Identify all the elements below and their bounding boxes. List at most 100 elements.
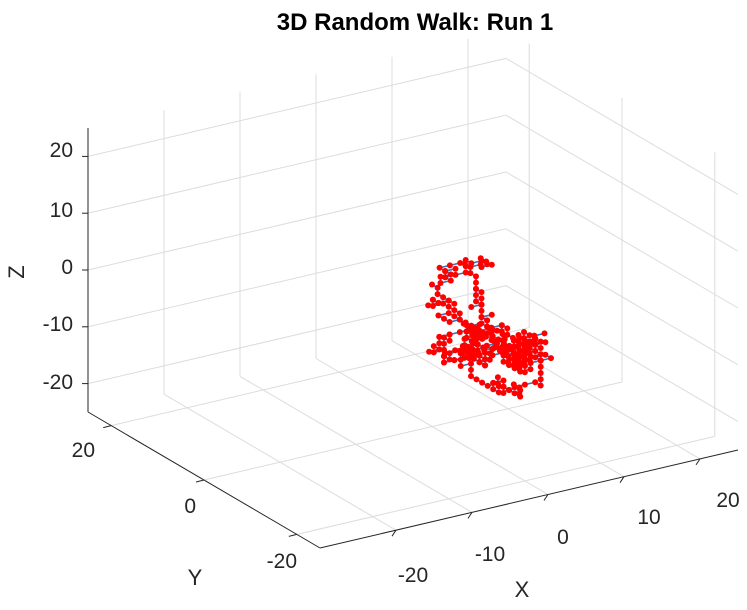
walk-point bbox=[447, 271, 454, 278]
walk-point bbox=[494, 374, 501, 381]
walk-point bbox=[436, 333, 443, 340]
walk-point bbox=[482, 356, 489, 363]
walk-point bbox=[468, 373, 474, 380]
walk-point bbox=[451, 300, 458, 307]
walk-point bbox=[506, 387, 513, 393]
walk-point bbox=[479, 329, 486, 336]
walk-point bbox=[517, 362, 524, 369]
walk-point bbox=[447, 277, 454, 284]
walk-point bbox=[505, 359, 512, 366]
walk-point bbox=[468, 360, 474, 367]
grid-line bbox=[505, 228, 739, 366]
x-tick bbox=[619, 476, 625, 483]
walk-point bbox=[484, 382, 491, 389]
grid-line bbox=[296, 435, 715, 535]
walk-point bbox=[429, 296, 436, 303]
walk-point bbox=[430, 349, 437, 356]
walk-point bbox=[459, 343, 466, 350]
walk-point bbox=[446, 331, 453, 338]
walk-point bbox=[521, 369, 528, 376]
walk-point bbox=[425, 302, 432, 309]
walk-point bbox=[505, 353, 512, 360]
z-tick-label: -20 bbox=[43, 371, 73, 394]
walk-point bbox=[441, 334, 447, 341]
walk-point bbox=[467, 270, 474, 277]
x-tick bbox=[467, 512, 473, 519]
walk-point bbox=[478, 295, 485, 302]
walk-point bbox=[462, 269, 469, 276]
grid-line bbox=[505, 285, 739, 423]
y-tick-label: 20 bbox=[72, 439, 95, 462]
walk-point bbox=[468, 260, 475, 267]
walk-point bbox=[473, 279, 479, 286]
x-tick bbox=[543, 494, 549, 501]
walk-point bbox=[462, 319, 469, 326]
walk-point bbox=[440, 294, 447, 301]
walk-point bbox=[476, 359, 483, 366]
y-tick bbox=[288, 533, 297, 537]
x-tick-label: -20 bbox=[398, 564, 428, 587]
walk-point bbox=[494, 380, 501, 387]
walk-point bbox=[429, 303, 436, 309]
walk-point bbox=[437, 280, 444, 286]
walk-point bbox=[441, 315, 447, 322]
grid-line bbox=[505, 114, 739, 252]
walk-point bbox=[504, 331, 511, 338]
walk-point bbox=[441, 340, 447, 347]
walk-point bbox=[489, 333, 496, 340]
walk-point bbox=[446, 350, 453, 357]
walk-point bbox=[434, 291, 441, 298]
walk-point bbox=[457, 363, 464, 369]
walk-point bbox=[527, 366, 534, 373]
walk-point bbox=[484, 261, 491, 268]
walk-point bbox=[479, 379, 486, 386]
walk-point bbox=[489, 326, 496, 333]
z-tick-label: -10 bbox=[43, 313, 73, 336]
walk-point bbox=[500, 377, 507, 384]
walk-point bbox=[521, 337, 528, 344]
walk-point bbox=[537, 376, 544, 383]
walk-point bbox=[532, 348, 539, 354]
walk-point bbox=[516, 390, 523, 397]
x-tick-label: 10 bbox=[637, 506, 660, 529]
walk-point bbox=[468, 366, 474, 373]
walk-point bbox=[542, 339, 549, 346]
grid-line bbox=[203, 381, 623, 481]
walk-point bbox=[516, 340, 523, 347]
walk-point bbox=[441, 353, 447, 360]
walk-point bbox=[464, 343, 471, 350]
walk-point bbox=[537, 338, 544, 345]
walk-point bbox=[457, 260, 464, 266]
walk-point bbox=[436, 340, 443, 347]
walk-point bbox=[441, 347, 447, 353]
walk-point bbox=[459, 349, 466, 356]
walk-point bbox=[491, 344, 498, 351]
walk-point bbox=[511, 343, 518, 350]
walk-point bbox=[463, 334, 470, 341]
walk-point bbox=[479, 335, 486, 342]
walk-point bbox=[511, 390, 518, 397]
walk-point bbox=[478, 264, 485, 271]
walk-point bbox=[500, 345, 507, 352]
walk-point bbox=[440, 300, 447, 307]
walk-point bbox=[446, 319, 453, 325]
x-axis bbox=[319, 449, 739, 549]
chart-title: 3D Random Walk: Run 1 bbox=[277, 9, 553, 36]
walk-point bbox=[525, 342, 532, 349]
walk-point bbox=[436, 264, 443, 271]
walk-point bbox=[484, 317, 491, 324]
walk-point bbox=[446, 337, 453, 344]
walk-point bbox=[430, 343, 437, 350]
walk-point bbox=[473, 273, 479, 280]
walk-point bbox=[446, 356, 453, 363]
walk-point bbox=[473, 298, 479, 305]
x-tick bbox=[695, 458, 701, 466]
z-axis-label: Z bbox=[4, 265, 29, 278]
walk-point bbox=[462, 263, 469, 270]
walk-point bbox=[436, 346, 443, 353]
walk-point bbox=[490, 386, 497, 393]
walk-point bbox=[490, 379, 497, 386]
walk-point bbox=[478, 314, 485, 321]
walk-point bbox=[527, 359, 534, 366]
